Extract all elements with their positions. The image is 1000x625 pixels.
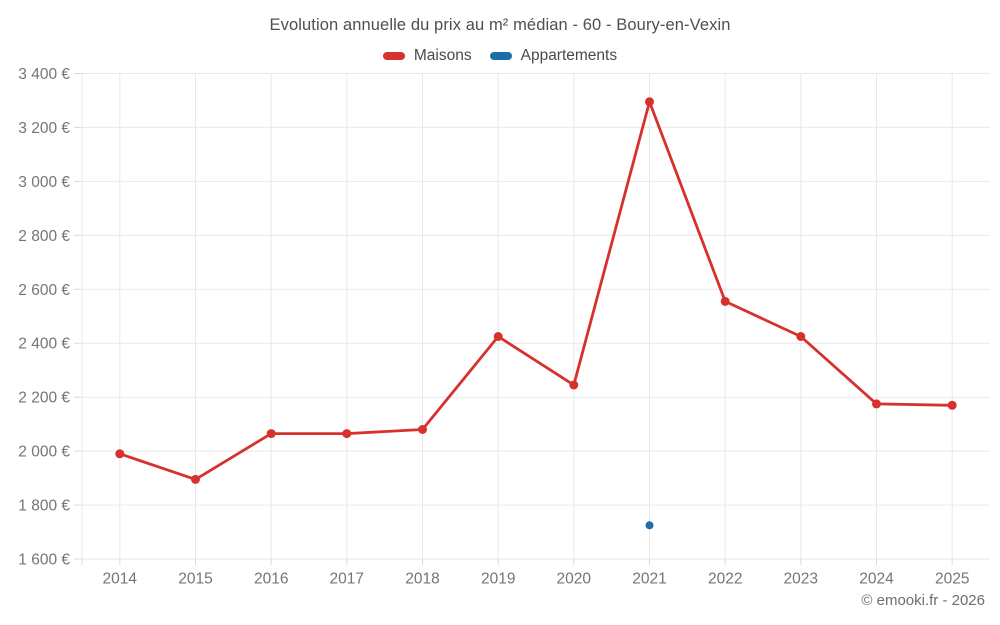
legend-label-appartements: Appartements bbox=[520, 47, 618, 64]
legend-swatch-appartements-icon bbox=[489, 52, 512, 60]
x-tick-label: 2014 bbox=[103, 571, 138, 588]
data-point-maisons-2024[interactable] bbox=[872, 399, 881, 409]
x-tick-label: 2020 bbox=[557, 571, 592, 588]
data-point-maisons-2014[interactable] bbox=[115, 449, 125, 459]
data-point-maisons-2016[interactable] bbox=[266, 429, 276, 439]
data-point-maisons-2018[interactable] bbox=[418, 425, 427, 434]
copyright-credit: © emooki.fr - 2026 bbox=[861, 592, 985, 609]
data-point-maisons-2017[interactable] bbox=[342, 429, 352, 439]
y-tick-label: 3 000 € bbox=[18, 174, 70, 191]
x-tick-label: 2022 bbox=[708, 571, 742, 588]
data-point-maisons-2015[interactable] bbox=[191, 474, 200, 484]
x-tick-label: 2015 bbox=[178, 571, 212, 588]
x-tick-label: 2025 bbox=[935, 571, 969, 588]
data-point-maisons-2022[interactable] bbox=[720, 296, 730, 306]
x-tick-label: 2016 bbox=[254, 571, 288, 588]
y-tick-label: 2 000 € bbox=[18, 444, 70, 461]
series-line-maisons bbox=[118, 100, 954, 481]
y-tick-label: 2 800 € bbox=[18, 228, 70, 245]
chart-legend: Maisons Appartements bbox=[0, 46, 1000, 66]
x-tick-label: 2023 bbox=[784, 571, 818, 588]
chart-title: Evolution annuelle du prix au m² médian … bbox=[269, 16, 731, 34]
y-tick-label: 2 400 € bbox=[18, 336, 70, 353]
legend-item-appartements[interactable]: Appartements bbox=[489, 47, 618, 65]
legend-label-maisons: Maisons bbox=[413, 47, 472, 64]
legend-swatch-maisons-icon bbox=[382, 52, 405, 60]
x-tick-label: 2024 bbox=[859, 571, 894, 588]
data-point-maisons-2025[interactable] bbox=[947, 400, 957, 410]
y-tick-label: 3 400 € bbox=[18, 66, 70, 83]
data-point-maisons-2020[interactable] bbox=[569, 380, 579, 390]
y-tick-label: 2 200 € bbox=[18, 390, 70, 407]
y-tick-label: 1 800 € bbox=[18, 498, 70, 515]
data-point-appartements-2021[interactable] bbox=[645, 521, 654, 530]
x-tick-label: 2021 bbox=[632, 571, 666, 588]
x-tick-label: 2017 bbox=[330, 571, 364, 588]
x-tick-label: 2018 bbox=[405, 571, 439, 588]
data-point-maisons-2021[interactable] bbox=[645, 97, 654, 107]
y-tick-label: 2 600 € bbox=[18, 282, 70, 299]
x-tick-label: 2019 bbox=[481, 571, 515, 588]
data-point-maisons-2023[interactable] bbox=[796, 332, 806, 341]
y-tick-label: 3 200 € bbox=[18, 120, 70, 137]
legend-item-maisons[interactable]: Maisons bbox=[382, 47, 472, 65]
data-point-maisons-2019[interactable] bbox=[493, 332, 503, 341]
y-tick-label: 1 600 € bbox=[18, 552, 70, 569]
